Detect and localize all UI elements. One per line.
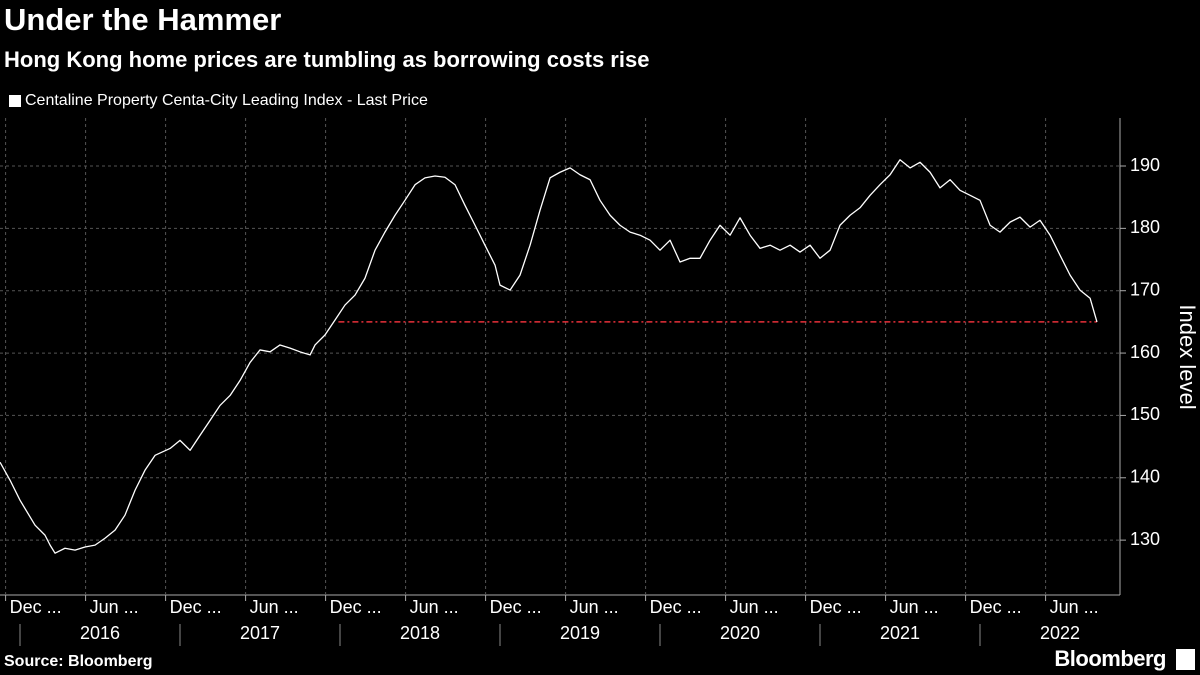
x-tick-label: Dec ... [970, 597, 1022, 617]
x-tick-label: Jun ... [1050, 597, 1099, 617]
y-tick-label: 180 [1130, 217, 1160, 237]
legend-label: Centaline Property Centa-City Leading In… [25, 92, 428, 109]
legend-swatch [9, 95, 21, 107]
y-tick-label: 150 [1130, 404, 1160, 424]
x-tick-label: Jun ... [730, 597, 779, 617]
year-label: 2022 [1040, 623, 1080, 643]
x-tick-label: Jun ... [250, 597, 299, 617]
x-tick-label: Jun ... [410, 597, 459, 617]
year-label: 2019 [560, 623, 600, 643]
source: Source: Bloomberg [4, 653, 152, 670]
brand: Bloomberg [1054, 646, 1166, 671]
year-label: 2021 [880, 623, 920, 643]
chart-subtitle: Hong Kong home prices are tumbling as bo… [4, 47, 649, 72]
y-tick-label: 190 [1130, 155, 1160, 175]
x-tick-label: Dec ... [810, 597, 862, 617]
year-label: 2017 [240, 623, 280, 643]
brand-icon [1176, 649, 1195, 670]
y-tick-label: 170 [1130, 279, 1160, 299]
x-tick-label: Jun ... [890, 597, 939, 617]
x-tick-label: Dec ... [10, 597, 62, 617]
year-label: 2018 [400, 623, 440, 643]
y-tick-label: 140 [1130, 467, 1160, 487]
x-tick-label: Dec ... [170, 597, 222, 617]
x-tick-label: Dec ... [330, 597, 382, 617]
x-tick-label: Jun ... [570, 597, 619, 617]
y-tick-label: 130 [1130, 529, 1160, 549]
series-line [0, 159, 1098, 554]
year-label: 2020 [720, 623, 760, 643]
x-tick-label: Jun ... [90, 597, 139, 617]
y-tick-label: 160 [1130, 342, 1160, 362]
chart-title: Under the Hammer [4, 2, 281, 37]
x-tick-label: Dec ... [490, 597, 542, 617]
x-tick-label: Dec ... [650, 597, 702, 617]
year-label: 2016 [80, 623, 120, 643]
y-axis-label: Index level [1175, 304, 1200, 409]
